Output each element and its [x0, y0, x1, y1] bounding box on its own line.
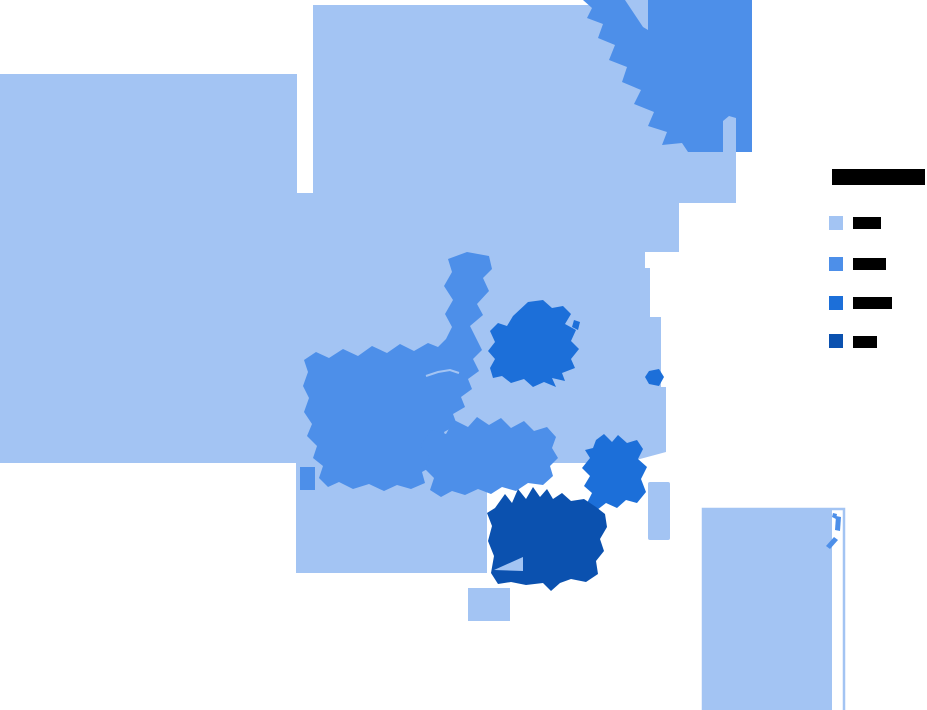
- region-central-west[interactable]: [303, 252, 492, 491]
- region-north-central[interactable]: [488, 300, 579, 387]
- inset-island-slash: [826, 537, 838, 549]
- region-northeast[interactable]: [583, 0, 752, 152]
- inset-island-dot: [832, 513, 837, 519]
- legend-label-redacted-bar: [853, 217, 881, 229]
- south-region-wedge-notch: [494, 557, 523, 571]
- region-west-enclave-small[interactable]: [300, 467, 315, 490]
- region-southeast-coastal[interactable]: [582, 434, 647, 510]
- region-island-south[interactable]: [468, 588, 510, 621]
- legend-item: [829, 334, 877, 348]
- legend-item: [829, 257, 886, 271]
- region-west-and-central-lowland[interactable]: [0, 5, 752, 573]
- legend-item: [829, 216, 881, 230]
- legend-item: [829, 296, 892, 310]
- legend-label-redacted-bar: [853, 297, 892, 309]
- region-north-central-islet: [572, 320, 580, 330]
- region-south-central[interactable]: [420, 417, 558, 497]
- northeast-tab-notch: [723, 116, 736, 154]
- inset-sea-fill: [703, 509, 832, 710]
- northeast-triangle-notch: [625, 0, 648, 30]
- legend-swatch-cat3: [829, 296, 843, 310]
- legend-label-redacted-bar: [853, 336, 877, 348]
- central-west-crack-line: [425, 368, 460, 377]
- legend-swatch-cat4: [829, 334, 843, 348]
- region-south[interactable]: [487, 487, 607, 591]
- region-island-east[interactable]: [648, 482, 670, 540]
- inset-island-bar: [835, 516, 841, 531]
- legend-label-redacted-bar: [853, 258, 886, 270]
- legend-title-redacted-bar: [832, 169, 925, 185]
- legend-swatch-cat2: [829, 257, 843, 271]
- legend: [829, 169, 925, 348]
- sea-inset[interactable]: [701, 507, 846, 710]
- region-east-coast-city-dot[interactable]: [645, 369, 664, 386]
- legend-swatch-cat1: [829, 216, 843, 230]
